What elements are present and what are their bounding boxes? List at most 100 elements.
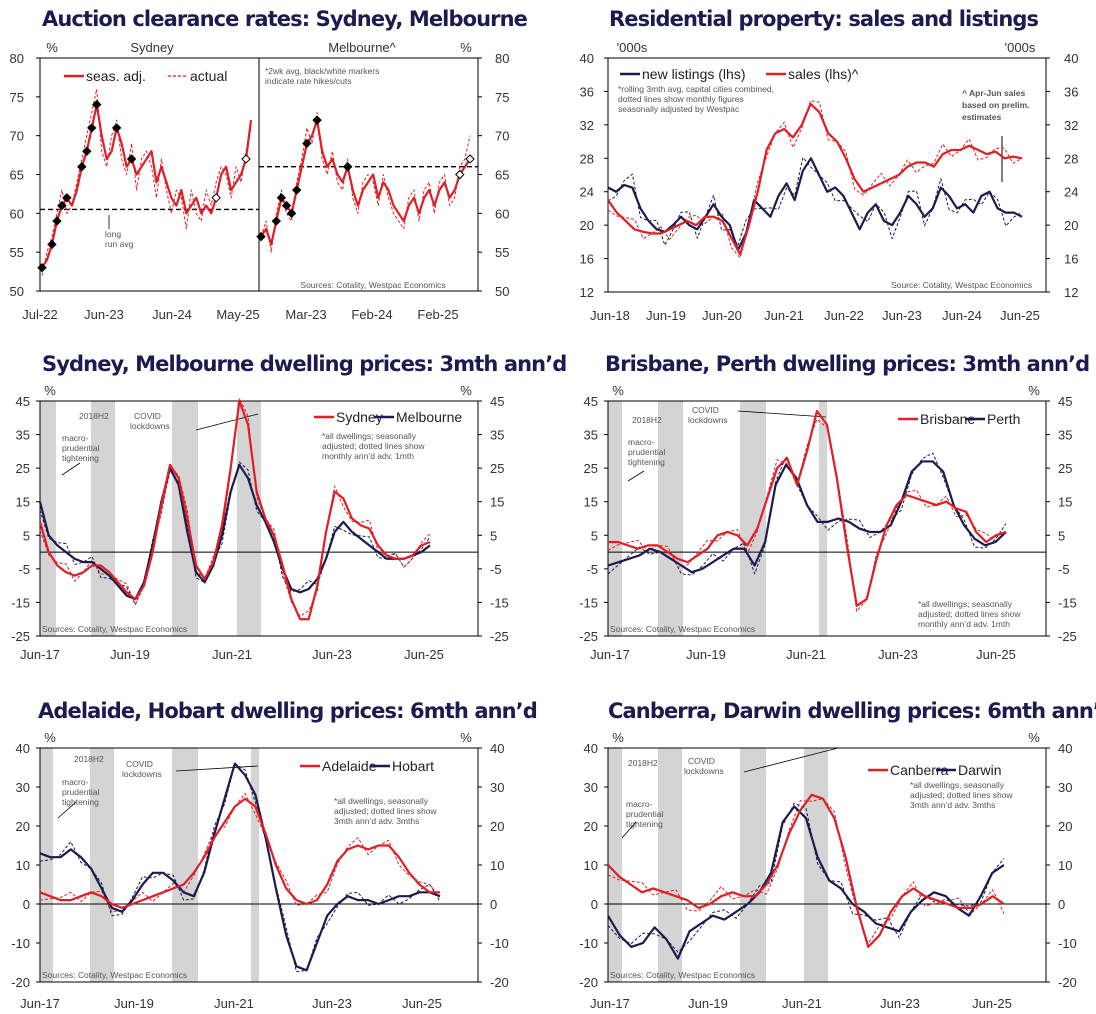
legend-sales-label: sales (lhs)^ (788, 66, 859, 82)
y-tick-label-right: 32 (1064, 118, 1078, 133)
legend-new-listings-label: new listings (lhs) (642, 66, 745, 82)
y-tick-label-left: 5 (23, 528, 30, 543)
rate-hike-marker (312, 115, 322, 125)
x-tick-label: Jun-25 (404, 647, 444, 662)
y-tick-label-left: 80 (10, 51, 24, 66)
y-tick-label-right: 60 (495, 206, 509, 221)
rate-cut-marker (211, 193, 221, 203)
macro-prudential-label: tightening (62, 797, 99, 807)
shaded-period (40, 401, 56, 636)
note-text: adjusted; dotted lines show (334, 806, 437, 816)
rate-hike-marker (62, 193, 72, 203)
y-tick-label-right: 10 (490, 858, 504, 873)
series1-line (607, 793, 1005, 948)
left-unit: % (44, 383, 56, 398)
y-tick-label-left: 0 (23, 897, 30, 912)
x-tick-label: Jun-25 (972, 996, 1012, 1011)
annotation-pointer (743, 747, 839, 773)
sydney-actual-line (41, 88, 252, 276)
x-tick-label: Jun-23 (878, 647, 918, 662)
rate-hike-marker (342, 162, 353, 172)
y-tick-label-left: 50 (10, 284, 24, 299)
x-tick-label: Jun-17 (20, 647, 60, 662)
chart-canberra-darwin-prices: Canberra, Darwin dwelling prices: 6mth a… (548, 692, 1096, 1014)
rate-hike-marker (256, 231, 266, 242)
series2-line (607, 805, 1005, 960)
x-tick-label: Jun-23 (882, 308, 922, 323)
sales-monthly-line (607, 100, 1023, 259)
annotation-pointer (175, 765, 259, 772)
y-tick-label-right: 15 (490, 495, 504, 510)
note-text: *all dwellings; seasonally (918, 599, 1013, 609)
shade-label-lockdowns: lockdowns (688, 415, 728, 425)
y-tick-label-left: 16 (580, 252, 594, 267)
source-text: Sources: Cotality, Westpac Economics (42, 970, 187, 980)
y-tick-label-left: 35 (584, 428, 598, 443)
left-unit: % (46, 40, 58, 55)
series1-monthly-line (607, 418, 1007, 612)
shaded-period (819, 401, 827, 636)
y-tick-label-right: 12 (1064, 285, 1078, 300)
y-tick-label-left: 55 (10, 245, 24, 260)
y-tick-label-left: 15 (16, 495, 30, 510)
annotation-pointer (627, 470, 645, 482)
chart-plot: -25 -25 -15 -15 -5 -5 5 5 15 15 25 25 35 35 45 45% % 2018… (579, 383, 1077, 662)
note-text: monthly ann’d adv. 1mth (322, 451, 414, 461)
right-unit: % (460, 383, 472, 398)
y-tick-label-right: 40 (1058, 741, 1072, 756)
source-text: Sources: Cotality, Westpac Economics (610, 624, 755, 634)
y-tick-label-left: 40 (584, 741, 598, 756)
chart-title: Canberra, Darwin dwelling prices: 6mth a… (608, 699, 1096, 723)
x-tick-label: Jun-19 (110, 647, 150, 662)
y-tick-label-right: 16 (1064, 252, 1078, 267)
y-tick-label-left: 70 (10, 129, 24, 144)
y-tick-label-right: 40 (1064, 51, 1078, 66)
shade-label-lockdowns: lockdowns (684, 766, 724, 776)
rate-hike-marker (276, 193, 287, 203)
macro-prudential-label: prudential (62, 443, 99, 453)
y-tick-label-left: 35 (16, 428, 30, 443)
series1-line (608, 409, 1007, 607)
note-text: *2wk avg, black/white markers (265, 66, 379, 76)
shaded-period (740, 401, 766, 636)
sales-line (607, 102, 1023, 256)
y-tick-label-left: 25 (16, 461, 30, 476)
y-tick-label-right: -20 (1058, 975, 1077, 990)
y-tick-label-right: 45 (1058, 394, 1072, 409)
chart-sydney-melbourne-prices: Sydney, Melbourne dwelling prices: 3mth … (0, 345, 567, 670)
y-tick-label-left: 10 (16, 858, 30, 873)
x-tick-label: Jun-25 (976, 647, 1016, 662)
left-unit: % (612, 730, 624, 745)
y-tick-label-right: 65 (495, 168, 509, 183)
rate-hike-marker (286, 208, 297, 219)
rate-cut-marker (241, 154, 251, 164)
shaded-period (804, 748, 828, 982)
rate-cut-marker (455, 169, 465, 180)
y-tick-label-left: -15 (11, 595, 30, 610)
annotation-pointer (195, 413, 259, 431)
y-tick-label-right: 45 (490, 394, 504, 409)
y-tick-label-left: 0 (591, 897, 598, 912)
y-tick-label-left: 45 (16, 394, 30, 409)
long-run-avg-label: run avg (105, 239, 134, 249)
legend-seas-adj-label: seas. adj. (86, 68, 146, 84)
chart-plot: 12 12 16 16 20 20 24 24 28 28 32 32 36 36 40 40 '000s '00… (580, 40, 1079, 323)
right-unit: % (460, 730, 472, 745)
left-unit: % (612, 383, 624, 398)
x-tick-label: Jun-19 (114, 996, 154, 1011)
rate-hike-marker (126, 154, 137, 164)
annotation-pointer (621, 821, 637, 839)
y-tick-label-right: -15 (1058, 595, 1077, 610)
shade-label-2018h2: 2018H2 (79, 411, 109, 421)
note-text: 3mth ann’d adv. 3mths (334, 816, 419, 826)
x-tick-label: May-25 (216, 307, 259, 322)
y-tick-label-right: -5 (490, 562, 502, 577)
rate-hike-marker (57, 200, 67, 211)
y-tick-label-left: -20 (579, 975, 598, 990)
macro-prudential-label: tightening (628, 457, 665, 467)
x-tick-label: Jun-17 (20, 996, 60, 1011)
melbourne-seas-adj-line (260, 119, 471, 246)
chart-auction-clearance: Auction clearance rates: Sydney, Melbour… (0, 0, 548, 335)
series1-line (39, 797, 440, 909)
x-tick-label: Jun-19 (688, 996, 728, 1011)
